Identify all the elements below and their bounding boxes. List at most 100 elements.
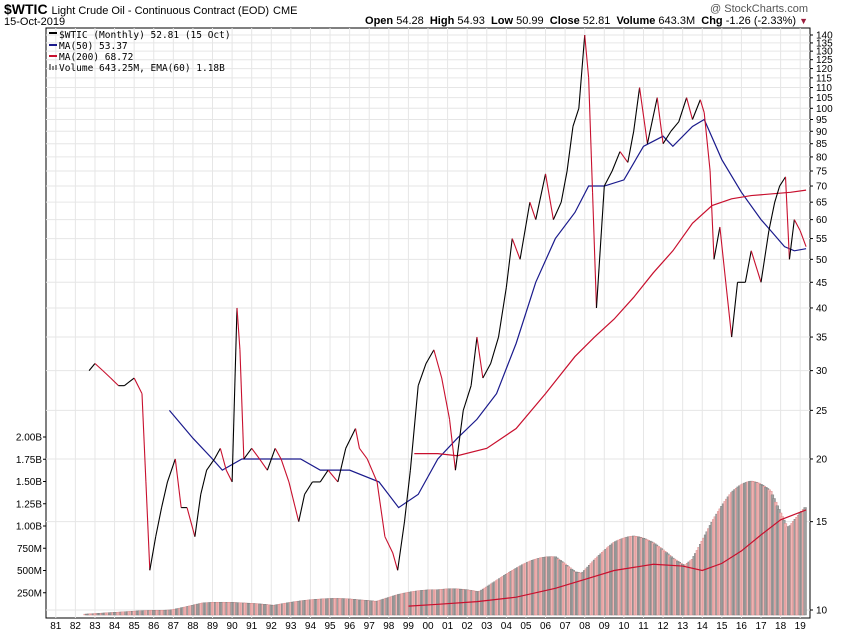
price-segment — [578, 34, 586, 109]
legend-volume: Volume 643.25M, EMA(60) 1.18B — [59, 63, 225, 74]
year-tick-label: 18 — [775, 621, 787, 632]
price-segment — [110, 377, 119, 387]
exchange: CME — [273, 5, 298, 17]
price-tick-label: 135 — [816, 38, 833, 49]
price-segment — [384, 536, 394, 554]
price-segment — [584, 34, 590, 78]
price-segment — [725, 282, 733, 338]
legend: $WTIC (Monthly) 52.81 (15 Oct) MA(50) 53… — [49, 30, 231, 74]
price-segment — [788, 219, 795, 260]
year-tick-label: 97 — [364, 621, 376, 632]
price-segment — [133, 377, 143, 394]
legend-ma200: MA(200) 68.72 — [59, 52, 133, 63]
volume-axis: 250M 500M 750M 1.00B 1.25B 1.50B 1.75B 2.00B — [16, 433, 46, 599]
price-segment — [619, 151, 629, 163]
price-segment — [454, 410, 464, 471]
ma200-line — [414, 189, 807, 457]
legend-ma50: MA(50) 53.37 — [59, 41, 128, 52]
price-segment — [511, 238, 521, 260]
price-segment — [319, 469, 329, 483]
price-segment — [490, 336, 500, 364]
price-segment — [750, 250, 762, 283]
price-tick-label: 30 — [816, 366, 828, 377]
price-segment — [552, 201, 562, 220]
price-segment — [709, 170, 715, 260]
price-segment — [366, 458, 378, 483]
price-segment — [200, 470, 208, 495]
price-segment — [358, 448, 368, 460]
price-segment — [417, 363, 427, 386]
price-segment — [174, 458, 182, 508]
price-segment — [646, 97, 658, 144]
price-segment — [784, 176, 790, 260]
year-tick-label: 08 — [579, 621, 591, 632]
stockcharts-watermark[interactable]: @ StockCharts.com — [710, 3, 808, 15]
price-segment — [760, 230, 770, 283]
price-segment — [611, 151, 621, 172]
year-tick-label: 06 — [540, 621, 552, 632]
legend-swatch-ma50 — [49, 44, 57, 46]
price-tick-label: 120 — [816, 64, 833, 75]
year-tick-label: 86 — [148, 621, 160, 632]
price-segment — [768, 202, 776, 231]
price-segment — [462, 385, 472, 411]
year-tick-label: 01 — [442, 621, 454, 632]
price-segment — [194, 494, 202, 537]
price-segment — [744, 250, 752, 283]
year-tick-label: 88 — [187, 621, 199, 632]
price-segment — [155, 507, 163, 537]
price-segment — [703, 112, 711, 172]
quote-date: 15-Oct-2019 — [4, 16, 66, 28]
quote-summary: Open 54.28 High 54.93 Low 50.99 Close 52… — [365, 15, 808, 27]
volume-tick-label: 2.00B — [16, 433, 42, 444]
price-segment — [288, 481, 300, 522]
price-segment — [327, 469, 339, 483]
price-segment — [280, 458, 290, 483]
legend-wtic: $WTIC (Monthly) 52.81 (15 Oct) — [59, 30, 231, 41]
year-tick-label: 09 — [599, 621, 611, 632]
chart-header: $WTIC Light Crude Oil - Continuous Contr… — [0, 0, 850, 28]
price-segment — [376, 481, 386, 537]
price-segment — [298, 494, 306, 522]
price-tick-label: 35 — [816, 333, 828, 344]
year-tick-label: 14 — [697, 621, 709, 632]
price-lines — [88, 34, 807, 607]
symbol: $WTIC — [4, 1, 48, 17]
price-segment — [392, 552, 399, 571]
price-segment — [441, 377, 451, 420]
year-tick-label: 99 — [403, 621, 415, 632]
year-tick-label: 89 — [207, 621, 219, 632]
change-value: -1.26 (-2.33%) — [725, 15, 797, 27]
price-segment — [566, 126, 574, 172]
price-tick-label: 10 — [816, 606, 828, 617]
price-segment — [251, 448, 260, 460]
price-segment — [274, 448, 282, 460]
price-tick-label: 45 — [816, 278, 828, 289]
price-segment — [239, 349, 245, 459]
year-tick-label: 15 — [716, 621, 728, 632]
volume-ema-line — [408, 509, 807, 607]
price-segment — [124, 377, 135, 387]
price-segment — [544, 173, 554, 220]
price-segment — [403, 470, 411, 522]
year-tick-label: 13 — [677, 621, 689, 632]
year-tick-label: 81 — [50, 621, 62, 632]
price-segment — [449, 419, 456, 471]
legend-swatch-wtic — [49, 32, 57, 34]
year-tick-label: 19 — [795, 621, 807, 632]
symbol-title: $WTIC Light Crude Oil - Continuous Contr… — [4, 1, 297, 17]
price-segment — [304, 481, 313, 495]
year-tick-label: 96 — [344, 621, 356, 632]
price-segment — [603, 170, 613, 187]
price-segment — [213, 448, 221, 460]
volume-value: 643.3M — [658, 15, 696, 27]
price-segment — [779, 176, 786, 187]
year-tick-label: 98 — [383, 621, 395, 632]
year-tick-label: 92 — [266, 621, 278, 632]
price-segment — [206, 458, 215, 471]
volume-bars — [83, 480, 807, 616]
price-segment — [699, 99, 705, 113]
price-segment — [560, 170, 568, 203]
price-segment — [535, 173, 547, 220]
